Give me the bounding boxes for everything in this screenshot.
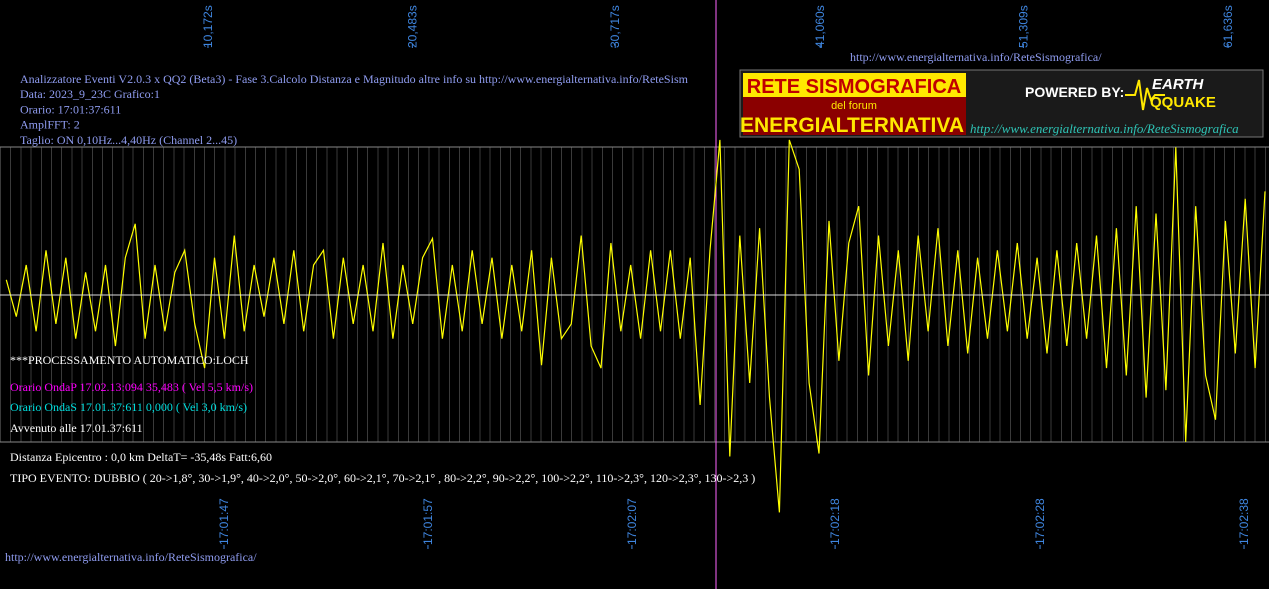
logo-wave bbox=[1125, 79, 1165, 111]
info-line: Avvenuto alle 17.01.37:611 bbox=[10, 421, 143, 435]
header-line: Taglio: ON 0,10Hz...4,40Hz (Channel 2...… bbox=[20, 133, 237, 147]
header-line: Analizzatore Eventi V2.0.3 x QQ2 (Beta3)… bbox=[20, 72, 689, 86]
info-line: Orario OndaS 17.01.37:611 0,000 ( Vel 3,… bbox=[10, 400, 247, 414]
x-tick-label: 10,172s bbox=[201, 5, 215, 48]
info-line: Distanza Epicentro : 0,0 km DeltaT= -35,… bbox=[10, 450, 272, 464]
time-tick-label: 17:02:07 bbox=[625, 498, 639, 545]
logo-title: RETE SISMOGRAFICA bbox=[747, 76, 961, 98]
logo-url: http://www.energialternativa.info/ReteSi… bbox=[970, 121, 1239, 136]
x-tick-label: 61,636s bbox=[1221, 5, 1235, 48]
logo-subtitle: del forum bbox=[831, 100, 877, 112]
logo-yellow bbox=[743, 73, 966, 97]
time-tick-label: 17:02:18 bbox=[828, 498, 842, 545]
url-bottom: http://www.energialternativa.info/ReteSi… bbox=[5, 550, 257, 564]
time-tick-label: 17:02:28 bbox=[1033, 498, 1047, 545]
logo-name: ENERGIALTERNATIVA bbox=[740, 114, 964, 137]
logo: RETE SISMOGRAFICA del forum ENERGIALTERN… bbox=[739, 69, 1264, 138]
logo-brand-bottom: QQUAKE bbox=[1150, 94, 1216, 111]
header-line: Orario: 17:01:37:611 bbox=[20, 102, 121, 116]
info-line: ***PROCESSAMENTO AUTOMATICO:LOCH bbox=[10, 353, 249, 367]
logo-red bbox=[743, 97, 966, 135]
header-line: Data: 2023_9_23C Grafico:1 bbox=[20, 87, 160, 101]
x-tick-label: 41,060s bbox=[813, 5, 827, 48]
header-line: AmplFFT: 2 bbox=[20, 118, 80, 132]
x-tick-label: 51,309s bbox=[1016, 5, 1030, 48]
url-top: http://www.energialternativa.info/ReteSi… bbox=[850, 50, 1102, 64]
info-line: Orario OndaP 17.02.13:094 35,483 ( Vel 5… bbox=[10, 380, 253, 394]
time-tick-label: 17:01:57 bbox=[421, 498, 435, 545]
x-tick-label: 20,483s bbox=[405, 5, 419, 48]
x-tick-label: 30,717s bbox=[608, 5, 622, 48]
logo-powered: POWERED BY: bbox=[1025, 84, 1124, 100]
info-line: TIPO EVENTO: DUBBIO ( 20->1,8°, 30->1,9°… bbox=[10, 471, 755, 485]
time-tick-label: 17:01:47 bbox=[217, 498, 231, 545]
time-tick-label: 17:02:38 bbox=[1237, 498, 1251, 545]
logo-brand-top: EARTH bbox=[1152, 76, 1205, 93]
waveform bbox=[5, 139, 1266, 513]
